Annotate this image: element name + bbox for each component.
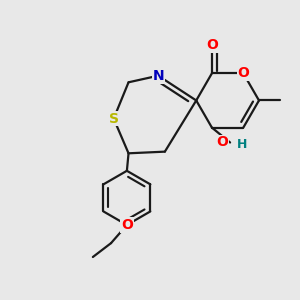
Text: O: O	[121, 218, 133, 232]
Text: O: O	[206, 38, 218, 52]
Text: S: S	[109, 112, 119, 126]
Text: O: O	[217, 136, 228, 149]
Text: N: N	[152, 69, 164, 83]
Text: H: H	[237, 138, 248, 151]
Text: O: O	[237, 66, 249, 80]
